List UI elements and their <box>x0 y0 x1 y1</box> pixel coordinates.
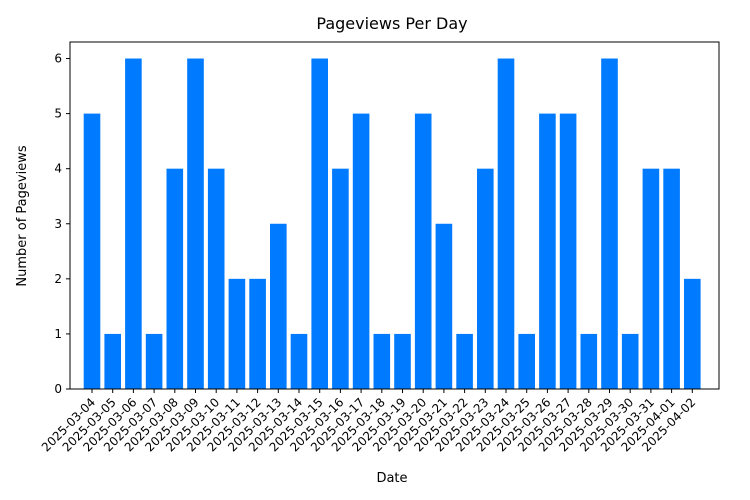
bar-2025-03-29 <box>601 58 618 390</box>
bar-2025-03-19 <box>394 333 411 389</box>
y-tick-label: 4 <box>54 162 62 176</box>
bar-2025-03-06 <box>125 58 142 390</box>
y-tick-label: 5 <box>54 107 62 121</box>
y-tick-label: 2 <box>54 272 62 286</box>
bar-2025-03-28 <box>580 333 598 389</box>
bar-2025-04-01 <box>663 168 680 389</box>
bar-2025-03-05 <box>104 333 121 389</box>
bar-2025-03-26 <box>539 113 556 389</box>
bar-2025-03-07 <box>145 333 163 389</box>
x-axis-title: Date <box>376 471 407 486</box>
bars-group <box>83 58 701 390</box>
bar-2025-03-11 <box>228 278 246 389</box>
bar-2025-03-23 <box>477 168 494 389</box>
bar-2025-03-25 <box>518 333 535 389</box>
bar-2025-03-08 <box>166 168 184 389</box>
bar-2025-03-24 <box>497 58 515 390</box>
bar-2025-03-21 <box>435 223 453 389</box>
bar-2025-03-20 <box>414 113 432 389</box>
chart-title: Pageviews Per Day <box>316 14 467 33</box>
bar-2025-03-15 <box>311 58 328 390</box>
bar-2025-03-16 <box>332 168 349 389</box>
bar-2025-03-10 <box>207 168 225 389</box>
y-tick-label: 0 <box>54 382 62 396</box>
x-axis: 2025-03-042025-03-052025-03-062025-03-07… <box>39 389 698 454</box>
bar-2025-03-04 <box>83 113 101 389</box>
bar-2025-03-14 <box>290 333 308 389</box>
bar-2025-03-18 <box>373 333 391 389</box>
bar-2025-04-02 <box>684 278 701 389</box>
bar-2025-03-12 <box>249 278 266 389</box>
plot-frame <box>69 41 720 390</box>
y-tick-label: 3 <box>54 217 62 231</box>
bar-2025-03-30 <box>621 333 639 389</box>
bar-2025-03-31 <box>642 168 660 389</box>
bar-2025-03-27 <box>559 113 577 389</box>
y-axis-title: Number of Pageviews <box>15 145 30 286</box>
y-axis: 0 1 2 3 4 5 6 <box>54 52 70 396</box>
bar-2025-03-13 <box>270 223 287 389</box>
bar-2025-03-09 <box>187 58 204 390</box>
bar-2025-03-22 <box>456 333 473 389</box>
bar-2025-03-17 <box>352 113 370 389</box>
y-tick-label: 6 <box>54 52 62 66</box>
y-tick-label: 1 <box>54 327 62 341</box>
